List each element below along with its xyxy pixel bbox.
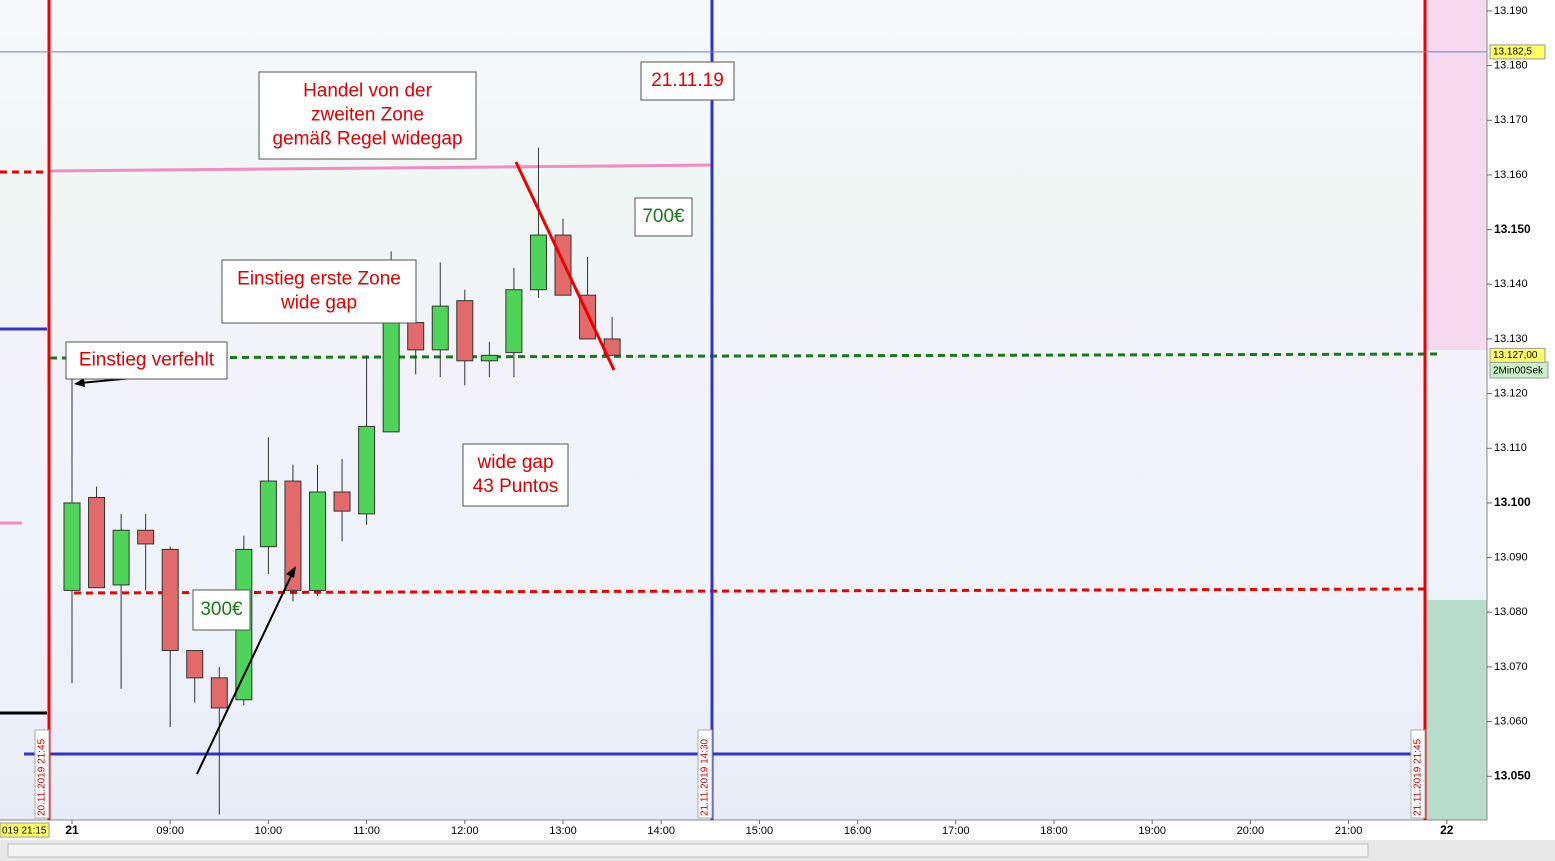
y-tick-label: 13.160: [1494, 169, 1528, 181]
candle-body: [358, 425, 376, 515]
y-tick-label: 13.150: [1494, 222, 1531, 236]
annotation-text: zweiten Zone: [311, 105, 424, 126]
cursor-label: 019 21:15: [2, 826, 47, 837]
x-axis-area: [0, 820, 1555, 840]
annotation-text: gemäß Regel widegap: [272, 129, 462, 150]
candle-body: [210, 677, 228, 709]
candle-body: [88, 496, 106, 589]
x-tick-label: 22: [1440, 823, 1454, 837]
annotation-text: wide gap: [476, 452, 553, 473]
y-tick-label: 13.170: [1494, 114, 1528, 126]
candle-body: [407, 322, 425, 351]
candle-body: [161, 548, 179, 652]
candle-body: [431, 305, 449, 351]
x-tick-label: 09:00: [156, 825, 184, 837]
candle-body: [309, 491, 326, 591]
x-tick-label: 11:00: [353, 825, 380, 837]
date-marker: 21.11.2019 21:45: [1413, 738, 1424, 816]
candle-body: [259, 480, 277, 548]
y-axis-area: [1487, 0, 1555, 820]
zone-lower: [1425, 600, 1487, 820]
x-tick-label: 21:00: [1335, 825, 1363, 837]
y-tick-label: 13.140: [1494, 278, 1528, 290]
candle-body: [284, 480, 302, 591]
annotation-text: Einstieg verfehlt: [79, 350, 215, 371]
candle-body: [456, 300, 474, 362]
scroll-thumb[interactable]: [7, 843, 1369, 858]
trend-line: [514, 161, 616, 371]
annotation-text: 21.11.19: [651, 70, 724, 91]
y-tick-label: 13.050: [1494, 768, 1531, 782]
y-tick-label: 13.190: [1494, 5, 1528, 17]
date-marker: 20.11.2019 21:45: [37, 738, 48, 816]
y-tick-label: 13.110: [1494, 442, 1527, 454]
zone-upper: [1425, 0, 1487, 350]
price-label: 13.182,5: [1493, 47, 1532, 58]
annotation-box: [258, 71, 477, 160]
annotation-box: [221, 259, 417, 324]
annotation-box: [640, 61, 735, 101]
y-tick-label: 13.080: [1494, 606, 1528, 618]
price-label-box: [1489, 44, 1546, 60]
candle-body: [333, 491, 351, 512]
annotation-text: wide gap: [280, 293, 357, 314]
x-tick-label: 10:00: [255, 825, 283, 837]
annotation-box: [462, 443, 569, 507]
x-tick-label: 12:00: [451, 825, 479, 837]
x-tick-label: 14:00: [647, 825, 675, 837]
interval-label: 2Min00Sek: [1493, 366, 1544, 377]
candle-body: [186, 650, 204, 679]
level-line: [73, 587, 1426, 595]
annotation-box: [65, 341, 228, 380]
y-tick-label: 13.100: [1494, 495, 1531, 509]
x-tick-label: 15:00: [746, 825, 774, 837]
x-tick-label: 21: [65, 823, 79, 837]
annotation-text: Einstieg erste Zone: [237, 269, 401, 290]
date-marker-box: [697, 729, 713, 819]
price-label: 13.127,00: [1493, 350, 1538, 361]
annotation-text: 700€: [642, 206, 685, 227]
level-line: [48, 163, 713, 173]
x-tick-label: 20:00: [1237, 825, 1265, 837]
candle-body: [505, 289, 523, 354]
y-tick-label: 13.070: [1494, 661, 1528, 673]
date-marker-box: [34, 729, 50, 819]
level-line: [49, 352, 1441, 360]
annotation-text: 43 Puntos: [473, 476, 559, 497]
candle-body: [137, 529, 155, 545]
y-tick-label: 13.090: [1494, 552, 1528, 564]
x-tick-label: 19:00: [1138, 825, 1166, 837]
x-tick-label: 16:00: [844, 825, 872, 837]
candle-body: [529, 234, 547, 291]
annotation-text: Handel von der: [303, 81, 433, 102]
x-tick-label: 13:00: [549, 825, 577, 837]
y-tick-label: 13.130: [1494, 333, 1528, 345]
x-tick-label: 18:00: [1040, 825, 1068, 837]
annotation-box: [634, 197, 693, 237]
arrow: [196, 571, 294, 775]
arrow-head: [286, 566, 296, 578]
candle-body: [382, 322, 400, 433]
annotation-text: 300€: [200, 599, 243, 620]
candle-body: [63, 502, 81, 591]
arrow-head: [74, 378, 85, 387]
x-tick-label: 17:00: [942, 825, 970, 837]
cursor-label-box: [0, 822, 50, 838]
y-tick-label: 13.120: [1494, 388, 1528, 400]
date-marker: 21.11.2019 14:30: [700, 738, 711, 816]
annotation-box: [192, 589, 251, 631]
candle-body: [480, 354, 498, 362]
y-tick-label: 13.060: [1494, 716, 1528, 728]
y-tick-label: 13.180: [1494, 60, 1528, 72]
date-marker-box: [1410, 729, 1426, 819]
price-label-box: [1489, 347, 1546, 363]
candle-body: [112, 529, 130, 586]
